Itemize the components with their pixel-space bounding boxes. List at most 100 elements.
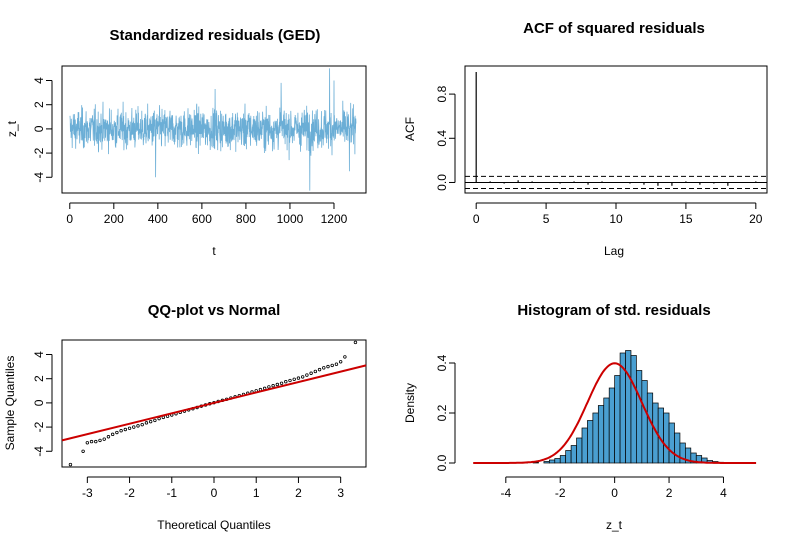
- histogram-bar: [565, 450, 572, 464]
- qq-point: [317, 367, 322, 372]
- panel-title: Standardized residuals (GED): [110, 27, 321, 44]
- qq-point: [322, 366, 326, 370]
- normal-density-curve: [473, 362, 757, 464]
- qq-point: [300, 375, 305, 379]
- qq-point: [102, 437, 106, 441]
- y-tick-label: -4: [32, 172, 46, 183]
- y-tick-label: 0: [32, 125, 46, 132]
- qq-point: [275, 382, 280, 387]
- y-tick-label: 4: [32, 351, 46, 358]
- qq-point: [338, 360, 343, 364]
- histogram-bar: [641, 380, 648, 464]
- x-tick-label: -1: [166, 486, 177, 500]
- plot-marks: [473, 350, 757, 464]
- qq-point: [309, 371, 313, 375]
- histogram-bar: [597, 405, 605, 464]
- x-tick-label: 600: [192, 212, 212, 226]
- qq-point: [326, 364, 330, 369]
- histogram-bar: [559, 455, 567, 464]
- histogram-bar: [663, 412, 670, 464]
- x-tick-label: 0: [211, 486, 218, 500]
- x-tick-label: 1200: [321, 212, 348, 226]
- qq-point: [157, 416, 161, 421]
- qq-point: [305, 373, 309, 377]
- y-tick-label: 4: [32, 77, 46, 84]
- histogram-bar: [614, 375, 621, 464]
- histogram-bar: [630, 355, 637, 464]
- x-tick-label: 5: [543, 212, 550, 226]
- x-tick-label: 2: [666, 486, 673, 500]
- qq-point: [140, 422, 144, 427]
- x-axis-label: z_t: [606, 518, 623, 532]
- qq-point: [148, 419, 153, 424]
- y-tick-label: 0.0: [435, 174, 449, 191]
- panel-title: ACF of squared residuals: [523, 20, 705, 37]
- x-tick-label: -2: [555, 486, 566, 500]
- x-tick-label: 3: [337, 486, 344, 500]
- y-tick-label: 2: [32, 101, 46, 108]
- qq-point: [334, 362, 339, 366]
- histogram-bar: [636, 370, 643, 464]
- y-tick-label: 2: [32, 375, 46, 382]
- qq-point: [119, 429, 123, 433]
- qq-reference-line: [61, 364, 367, 442]
- x-tick-label: -3: [82, 486, 93, 500]
- qq-point: [81, 449, 85, 453]
- x-tick-label: -2: [124, 486, 135, 500]
- histogram-bar: [674, 432, 681, 464]
- x-tick-label: 400: [148, 212, 168, 226]
- x-tick-label: 2: [295, 486, 302, 500]
- plot-frame: [61, 65, 367, 194]
- x-tick-label: 0: [66, 212, 73, 226]
- panel-title: Histogram of std. residuals: [517, 302, 710, 319]
- x-tick-label: 200: [104, 212, 124, 226]
- y-axis: -4 -2 0 2 4: [32, 77, 53, 183]
- x-tick-label: 20: [749, 212, 763, 226]
- y-tick-label: 0.4: [435, 130, 449, 147]
- qq-point: [132, 425, 136, 429]
- x-axis-label: Theoretical Quantiles: [157, 518, 270, 532]
- x-axis: -3 -2 -1 0 1 2 3: [82, 476, 344, 500]
- y-axis: 0.0 0.4 0.8: [435, 85, 456, 191]
- plot-marks: [69, 68, 357, 191]
- x-tick-label: 10: [609, 212, 623, 226]
- qq-point: [292, 377, 296, 382]
- y-axis: 0.0 0.2 0.4: [435, 354, 456, 471]
- histogram-bar: [554, 458, 561, 464]
- y-axis-label: z_t: [5, 120, 19, 137]
- qq-point: [353, 340, 358, 345]
- x-tick-label: 0: [611, 486, 618, 500]
- qq-point: [271, 384, 275, 388]
- x-tick-label: -4: [500, 486, 511, 500]
- qq-point: [123, 427, 128, 432]
- qq-point: [110, 432, 115, 437]
- qq-point: [343, 355, 347, 359]
- panel-residual-series: Standardized residuals (GED) 0 200 400 600 8…: [5, 27, 367, 258]
- y-axis: -4 -2 0 2 4: [32, 351, 53, 457]
- histogram-bar: [668, 422, 675, 464]
- x-tick-label: 4: [720, 486, 727, 500]
- y-tick-label: -2: [32, 147, 46, 158]
- y-tick-label: 0: [32, 399, 46, 406]
- x-tick-label: 1: [253, 486, 260, 500]
- qq-point: [284, 380, 288, 384]
- x-axis: -4 -2 0 2 4: [500, 476, 727, 500]
- qq-point: [89, 439, 94, 444]
- panel-acf: ACF of squared residuals 0 5 10 15 20 0.0 0.4…: [403, 20, 768, 258]
- histogram-bar: [587, 420, 594, 464]
- histogram-bar: [625, 350, 632, 464]
- qq-point: [296, 376, 301, 380]
- y-tick-label: 0.4: [435, 354, 449, 371]
- x-tick-label: 15: [679, 212, 693, 226]
- panel-qq-plot: QQ-plot vs Normal -3 -2 -1 0 1 2 3 -4 -2 0 2 4 The…: [3, 302, 367, 532]
- qq-point: [85, 441, 90, 445]
- histogram-bar: [548, 459, 556, 464]
- qq-point: [267, 385, 271, 389]
- plot-frame: [61, 339, 367, 468]
- qq-point: [106, 435, 111, 439]
- x-axis-label: t: [212, 244, 216, 258]
- histogram-bar: [570, 445, 577, 464]
- qq-point: [115, 430, 119, 435]
